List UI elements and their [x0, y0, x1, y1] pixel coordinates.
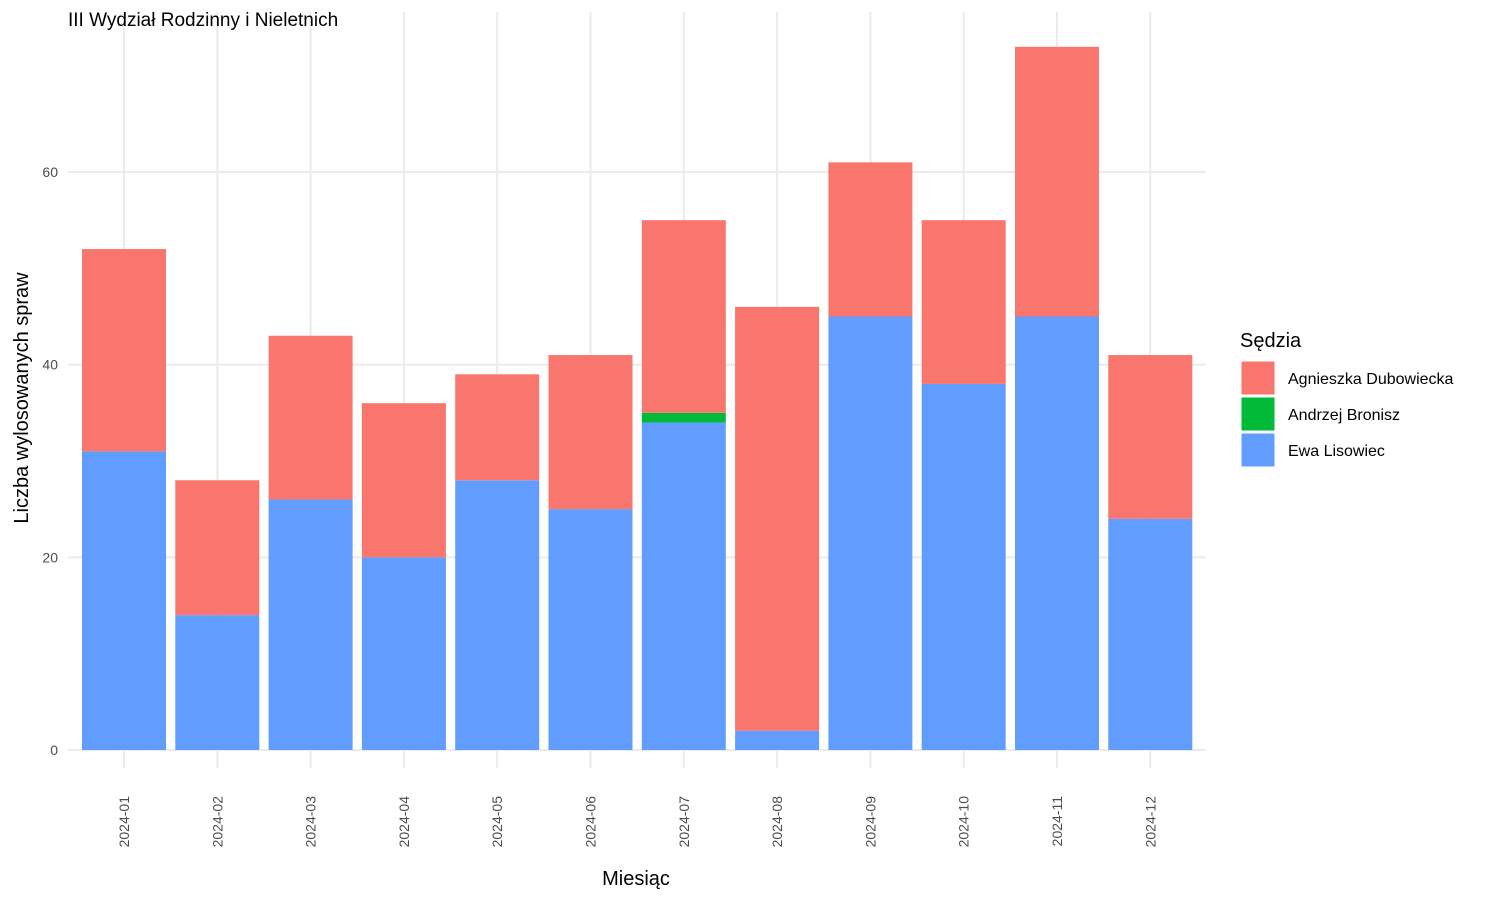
- y-axis-title: Liczba wylosowanych spraw: [11, 272, 33, 524]
- bar-segment: [735, 730, 820, 750]
- y-tick-label: 0: [50, 742, 58, 758]
- x-tick-label: 2024-12: [1142, 796, 1158, 848]
- legend-label: Agnieszka Dubowiecka: [1288, 371, 1454, 388]
- bar-segment: [175, 480, 260, 616]
- bar-segment: [268, 499, 353, 750]
- bar-segment: [361, 557, 446, 750]
- bar-segment: [82, 249, 166, 452]
- bar-segment: [641, 412, 726, 423]
- x-tick-label: 2024-05: [489, 796, 505, 848]
- bar-segment: [175, 615, 260, 750]
- x-tick-label: 2024-09: [862, 796, 878, 848]
- x-tick-labels: 2024-01 2024-02 2024-03 2024-04 2024-05 2024-…: [116, 796, 1158, 848]
- bar-segment: [735, 306, 820, 731]
- x-tick-label: 2024-04: [396, 796, 412, 848]
- bar-segment: [828, 162, 913, 317]
- bar-segment: [1108, 518, 1193, 750]
- bar-segment: [548, 509, 633, 750]
- bar-segment: [361, 403, 446, 558]
- legend-label: Ewa Lisowiec: [1288, 443, 1385, 460]
- x-tick-label: 2024-02: [209, 796, 225, 848]
- x-tick-label: 2024-03: [303, 796, 319, 848]
- x-axis-title: Miesiąc: [602, 868, 670, 890]
- bar-segment: [1015, 316, 1099, 750]
- bar-segment: [455, 480, 540, 750]
- bars-layer: [82, 46, 1193, 750]
- chart-title: III Wydział Rodzinny i Nieletnich: [68, 10, 338, 31]
- bar-segment: [828, 316, 913, 750]
- bar-segment: [921, 383, 1006, 750]
- bar-segment: [921, 220, 1006, 384]
- legend-title: Sędzia: [1240, 330, 1302, 352]
- x-tick-label: 2024-10: [956, 796, 972, 848]
- legend-swatch: [1240, 360, 1276, 396]
- x-tick-label: 2024-11: [1049, 796, 1065, 847]
- bar-segment: [548, 355, 633, 510]
- y-tick-label: 60: [42, 164, 58, 180]
- legend-swatch: [1240, 396, 1276, 432]
- bar-segment: [82, 451, 166, 750]
- y-tick-label: 40: [42, 357, 58, 373]
- legend: Sędzia Agnieszka Dubowiecka Andrzej Broni…: [1240, 330, 1454, 468]
- legend-swatch: [1240, 432, 1276, 468]
- bar-segment: [268, 335, 353, 500]
- bar-segment: [641, 422, 726, 750]
- y-tick-labels: 0 20 40 60: [42, 164, 58, 758]
- x-tick-label: 2024-01: [116, 796, 132, 848]
- x-tick-label: 2024-07: [676, 796, 692, 848]
- bar-segment: [1108, 355, 1193, 519]
- y-tick-label: 20: [42, 549, 58, 565]
- x-tick-label: 2024-06: [583, 796, 599, 848]
- bar-segment: [1015, 46, 1099, 317]
- x-tick-label: 2024-08: [769, 796, 785, 848]
- bar-segment: [455, 374, 540, 481]
- legend-label: Andrzej Bronisz: [1288, 407, 1400, 424]
- bar-segment: [641, 220, 726, 413]
